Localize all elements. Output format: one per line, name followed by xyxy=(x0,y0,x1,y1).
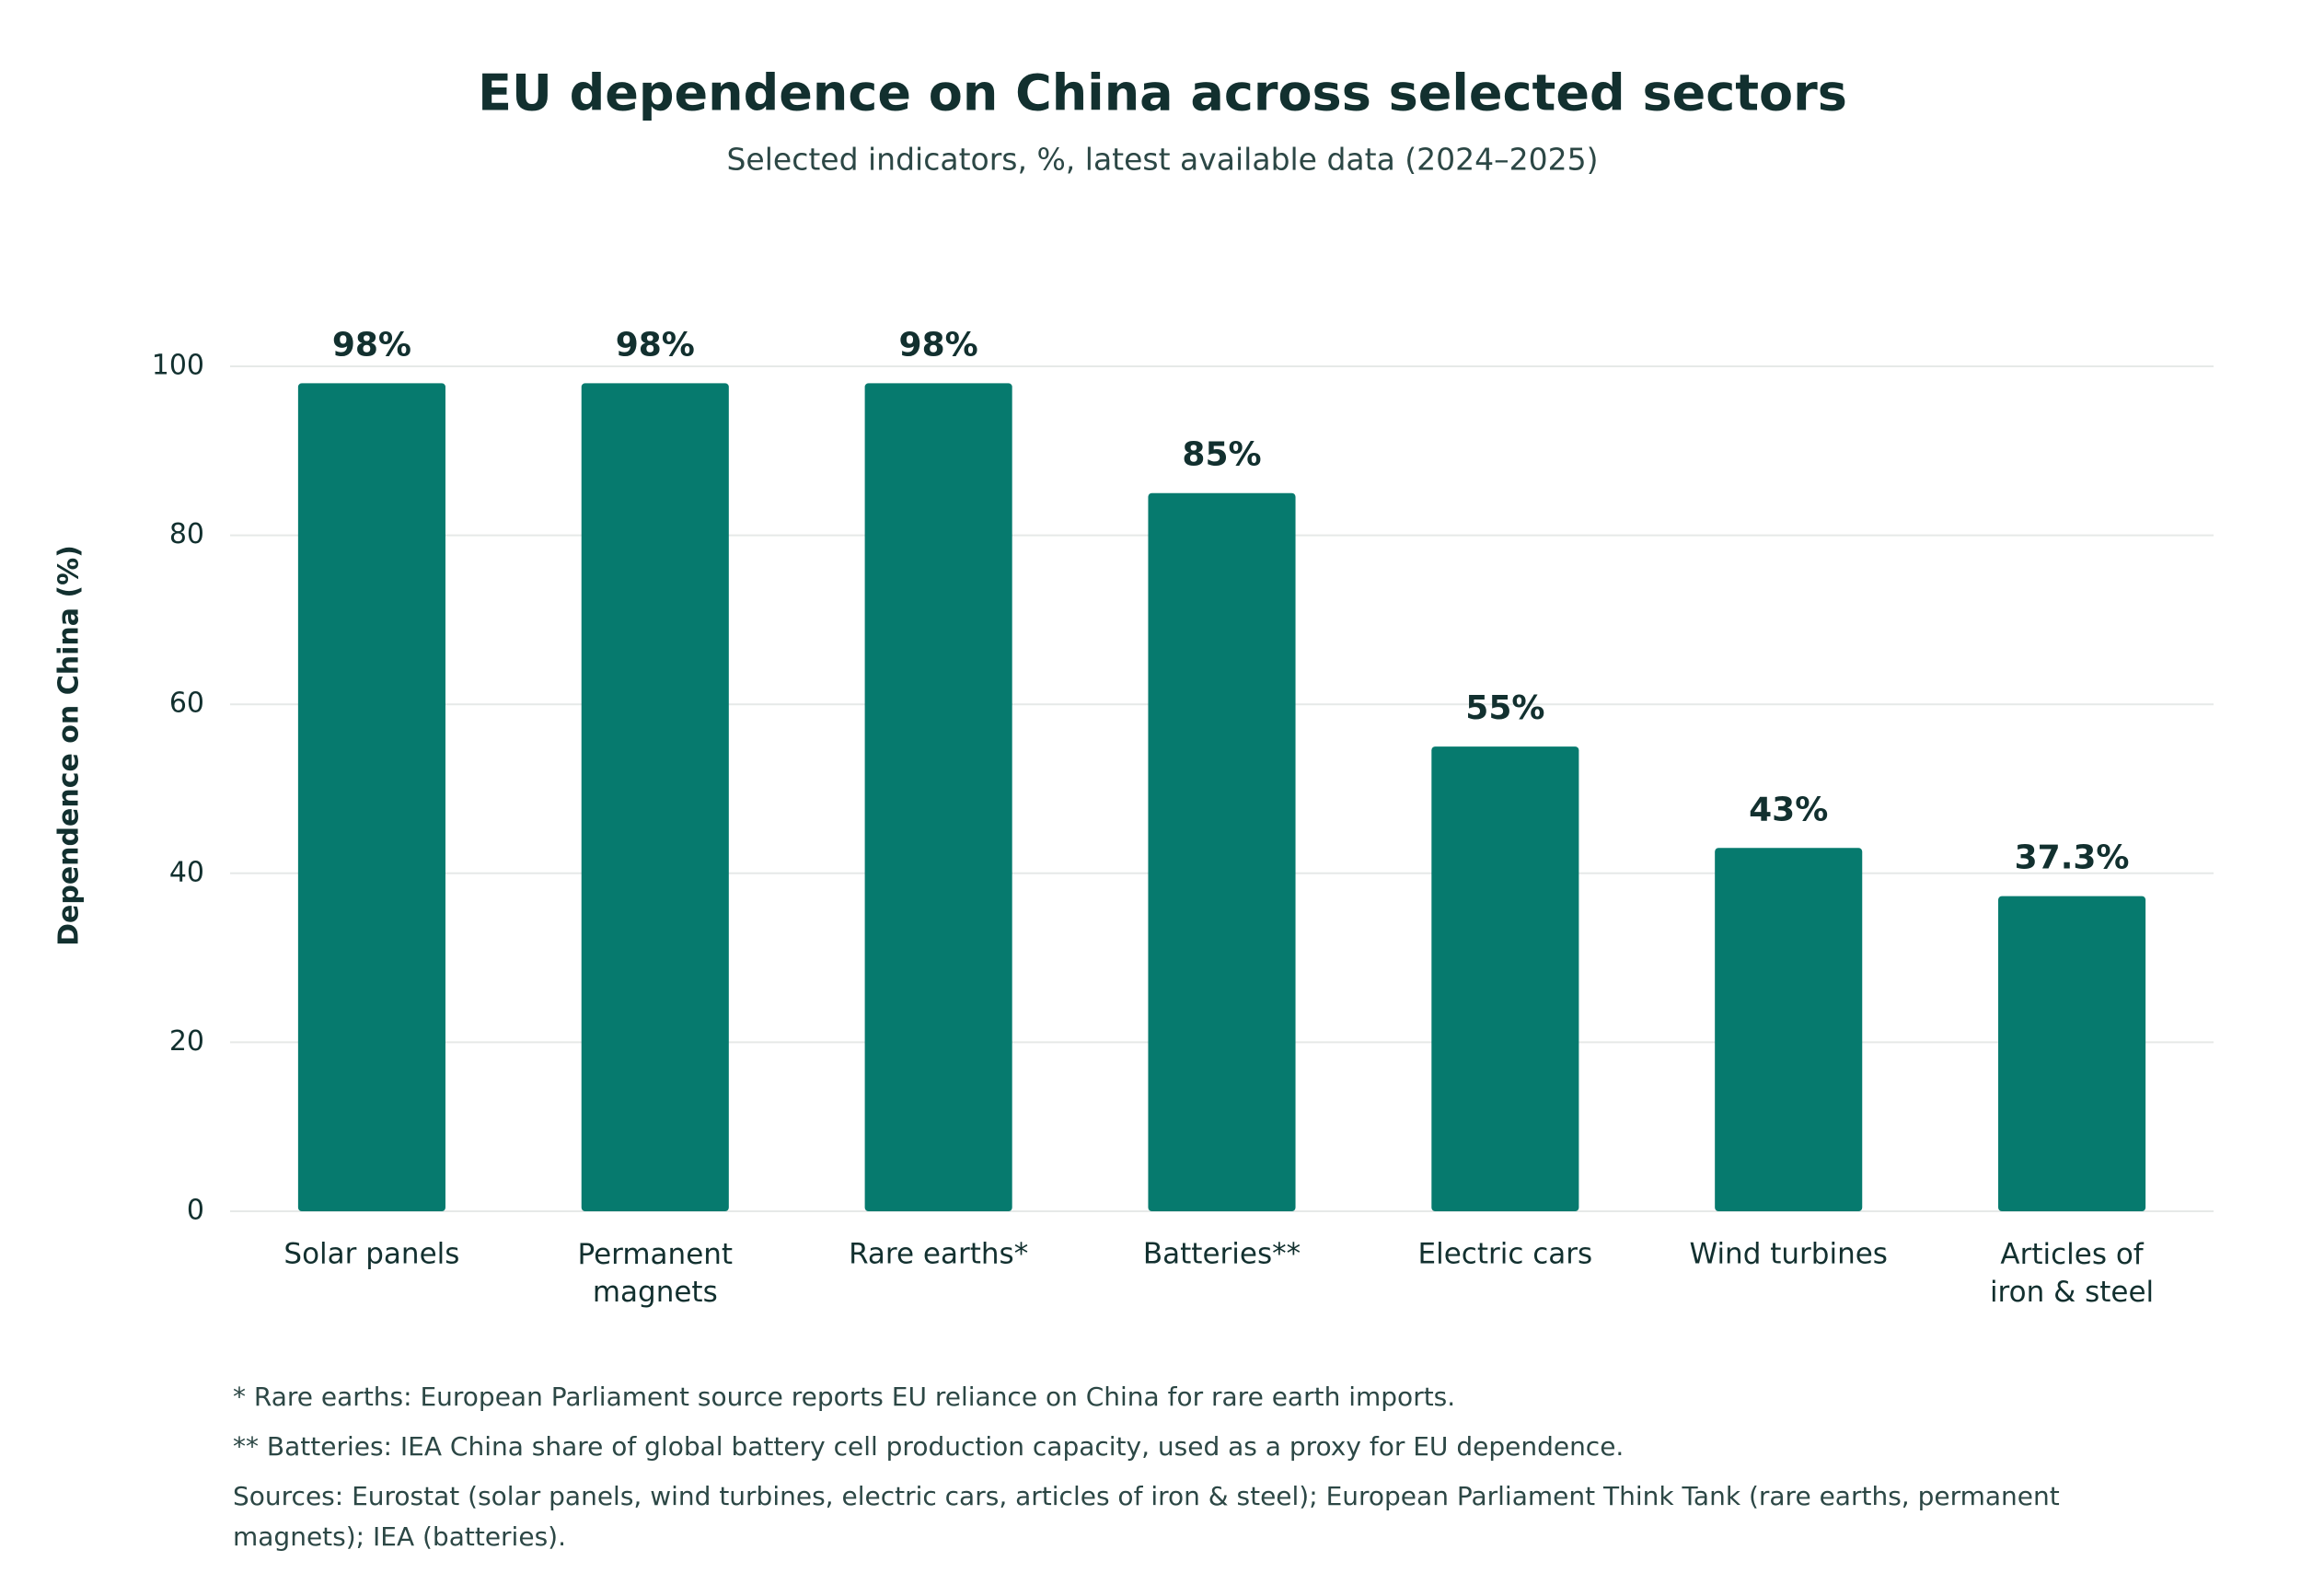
bar xyxy=(1148,492,1296,1211)
bar xyxy=(864,383,1012,1211)
bar xyxy=(581,383,729,1211)
value-label: 37.3% xyxy=(2015,839,2130,877)
y-tick-label: 100 xyxy=(152,350,204,382)
footnote: * Rare earths: European Parliament sourc… xyxy=(233,1382,1456,1412)
x-tick-label: Solar panels xyxy=(283,1238,459,1271)
y-tick-label: 60 xyxy=(169,688,204,720)
x-tick-label: Batteries** xyxy=(1143,1238,1301,1271)
value-label: 43% xyxy=(1749,791,1828,828)
bar xyxy=(297,383,445,1211)
value-label: 55% xyxy=(1465,689,1544,727)
footnote: ** Batteries: IEA China share of global … xyxy=(233,1431,1625,1462)
y-tick-label: 20 xyxy=(169,1025,204,1058)
footnotes: * Rare earths: European Parliament sourc… xyxy=(233,1377,2147,1567)
y-tick-label: 0 xyxy=(187,1195,204,1227)
x-tick-label: Articles of iron & steel xyxy=(1990,1238,2154,1309)
footnote: Sources: Eurostat (solar panels, wind tu… xyxy=(233,1481,2060,1552)
chart-subtitle: Selected indicators, %, latest available… xyxy=(726,142,1598,178)
value-label: 85% xyxy=(1182,436,1261,474)
bar xyxy=(1998,896,2146,1211)
value-label: 98% xyxy=(616,326,695,364)
y-tick-label: 40 xyxy=(169,856,204,888)
bar xyxy=(1431,746,1579,1211)
y-tick-label: 80 xyxy=(169,518,204,550)
value-label: 98% xyxy=(899,326,978,364)
x-tick-label: Wind turbines xyxy=(1689,1238,1887,1271)
value-label: 98% xyxy=(332,326,411,364)
x-tick-label: Rare earths* xyxy=(849,1238,1028,1271)
bar xyxy=(1715,848,1863,1211)
chart-title: EU dependence on China across selected s… xyxy=(478,64,1847,122)
x-tick-label: Permanent magnets xyxy=(577,1238,733,1309)
x-tick-label: Electric cars xyxy=(1418,1238,1593,1271)
y-axis-label: Dependence on China (%) xyxy=(53,545,86,946)
